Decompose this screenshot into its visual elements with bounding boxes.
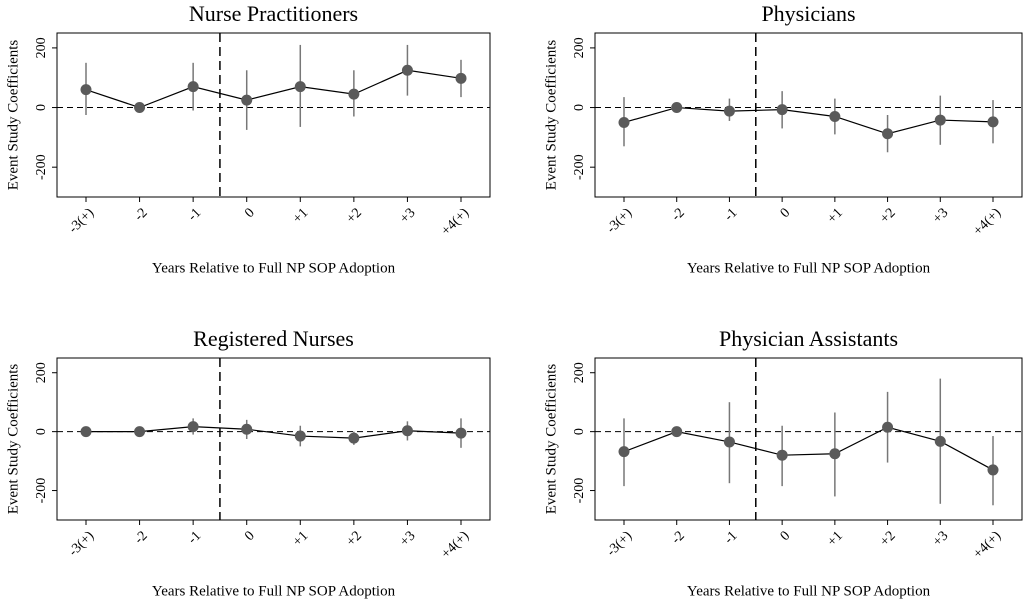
x-tick-label: +4(+) bbox=[439, 528, 473, 562]
point bbox=[882, 128, 894, 140]
x-axis-label: Years Relative to Full NP SOP Adoption bbox=[152, 260, 396, 276]
point bbox=[455, 427, 467, 439]
y-axis-label: Event Study Coefficients bbox=[5, 364, 21, 515]
y-tick-label: -200 bbox=[34, 478, 49, 504]
point bbox=[241, 94, 253, 106]
series-line bbox=[86, 426, 462, 439]
y-tick-label: -200 bbox=[34, 154, 49, 180]
y-tick-label: 200 bbox=[34, 362, 49, 383]
point bbox=[241, 423, 253, 435]
x-tick-label: -3(+) bbox=[604, 528, 635, 559]
point bbox=[294, 430, 306, 442]
point bbox=[829, 448, 841, 460]
point bbox=[671, 426, 683, 438]
y-tick-label: 0 bbox=[34, 104, 49, 111]
x-tick-label: +3 bbox=[397, 205, 418, 226]
x-tick-label: -3(+) bbox=[66, 205, 97, 236]
point bbox=[987, 116, 999, 128]
x-tick-label: -2 bbox=[132, 205, 151, 224]
chart-title: Nurse Practitioners bbox=[189, 1, 358, 26]
chart-title: Physician Assistants bbox=[719, 326, 898, 351]
x-axis-label: Years Relative to Full NP SOP Adoption bbox=[687, 583, 931, 599]
x-tick-label: -2 bbox=[132, 528, 151, 547]
y-axis-label: Event Study Coefficients bbox=[543, 40, 559, 191]
x-tick-label: -3(+) bbox=[604, 205, 635, 236]
point bbox=[776, 449, 788, 461]
y-tick-label: 200 bbox=[572, 362, 587, 383]
plot-frame bbox=[594, 32, 1023, 198]
point bbox=[934, 114, 946, 126]
point bbox=[187, 421, 199, 433]
y-tick-label: 200 bbox=[572, 37, 587, 58]
x-tick-label: 0 bbox=[778, 528, 794, 544]
point bbox=[294, 81, 306, 93]
x-tick-label: +2 bbox=[344, 205, 365, 226]
y-tick-label: 200 bbox=[34, 37, 49, 58]
x-tick-label: -1 bbox=[185, 205, 204, 224]
x-tick-label: 0 bbox=[778, 205, 794, 221]
point bbox=[455, 72, 467, 84]
y-axis-label: Event Study Coefficients bbox=[543, 364, 559, 515]
x-tick-label: +2 bbox=[878, 528, 899, 549]
x-axis-label: Years Relative to Full NP SOP Adoption bbox=[687, 260, 931, 276]
y-tick-label: 0 bbox=[572, 104, 587, 111]
point bbox=[618, 116, 630, 128]
y-tick-label: -200 bbox=[572, 478, 587, 504]
chart-title: Physicians bbox=[761, 1, 855, 26]
plot-frame bbox=[56, 32, 491, 198]
x-tick-label: -1 bbox=[722, 205, 741, 224]
x-tick-label: +2 bbox=[878, 205, 899, 226]
y-axis-label: Event Study Coefficients bbox=[5, 40, 21, 191]
point bbox=[134, 426, 146, 438]
point bbox=[80, 84, 92, 96]
y-tick-label: 0 bbox=[34, 428, 49, 435]
x-tick-label: 0 bbox=[242, 205, 258, 221]
x-tick-label: -1 bbox=[722, 528, 741, 547]
point bbox=[401, 425, 413, 437]
point bbox=[80, 426, 92, 438]
series-line bbox=[623, 426, 994, 471]
point bbox=[671, 102, 683, 114]
point bbox=[618, 446, 630, 458]
point bbox=[829, 110, 841, 122]
x-tick-label: +1 bbox=[825, 205, 846, 226]
y-tick-label: -200 bbox=[572, 154, 587, 180]
x-tick-label: +1 bbox=[290, 528, 311, 549]
series-line bbox=[85, 69, 462, 109]
point bbox=[723, 105, 735, 117]
x-tick-label: -2 bbox=[669, 205, 688, 224]
point bbox=[882, 421, 894, 433]
x-tick-label: +1 bbox=[290, 205, 311, 226]
x-tick-label: -3(+) bbox=[66, 528, 97, 559]
point bbox=[187, 81, 199, 93]
point bbox=[401, 64, 413, 76]
point bbox=[776, 104, 788, 116]
plot-frame bbox=[56, 357, 491, 521]
x-tick-label: -1 bbox=[185, 528, 204, 547]
point bbox=[348, 432, 360, 444]
x-tick-label: +2 bbox=[344, 528, 365, 549]
x-tick-label: +3 bbox=[930, 528, 951, 549]
point bbox=[723, 436, 735, 448]
x-tick-label: +4(+) bbox=[439, 205, 473, 239]
x-tick-label: +4(+) bbox=[971, 205, 1005, 239]
x-tick-label: +1 bbox=[825, 528, 846, 549]
chart-title: Registered Nurses bbox=[193, 326, 354, 351]
x-tick-label: +4(+) bbox=[971, 528, 1005, 562]
x-tick-label: +3 bbox=[930, 205, 951, 226]
series-line bbox=[623, 106, 994, 135]
y-tick-label: 0 bbox=[572, 428, 587, 435]
point bbox=[987, 464, 999, 476]
x-tick-label: +3 bbox=[397, 528, 418, 549]
point bbox=[134, 102, 146, 114]
plot-frame bbox=[594, 357, 1023, 521]
x-axis-label: Years Relative to Full NP SOP Adoption bbox=[152, 583, 396, 599]
point bbox=[348, 88, 360, 100]
point bbox=[934, 435, 946, 447]
x-tick-label: -2 bbox=[669, 528, 688, 547]
x-tick-label: 0 bbox=[242, 528, 258, 544]
